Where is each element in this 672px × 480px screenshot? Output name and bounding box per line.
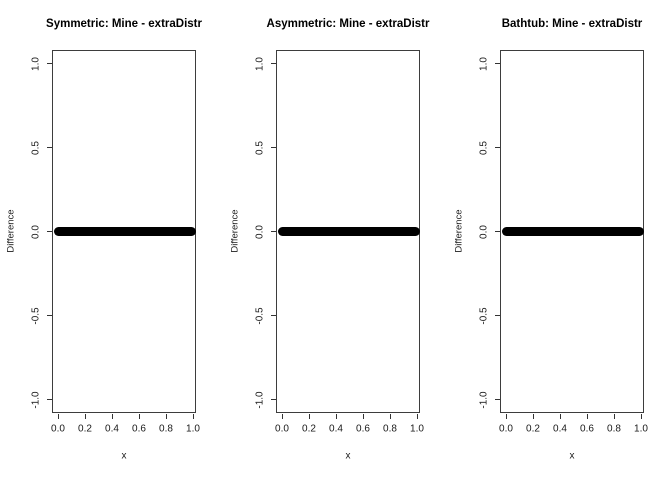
x-tick-mark: [389, 414, 391, 419]
x-tick-label: 0.6: [356, 423, 370, 435]
x-tick-mark: [335, 414, 337, 419]
panel-title: Asymmetric: Mine - extraDistr: [266, 18, 430, 30]
x-tick-mark: [281, 414, 283, 419]
y-axis-label: Difference: [5, 209, 17, 253]
panel-symmetric: Symmetric: Mine - extraDistr 1.0 0.5 0.0 -0…: [0, 0, 224, 480]
y-tick-label: 1.0: [254, 56, 266, 71]
y-tick-label: 0.5: [30, 140, 42, 155]
x-tick-mark: [57, 414, 59, 419]
y-tick-mark: [271, 315, 276, 316]
panel-title: Bathtub: Mine - extraDistr: [501, 18, 643, 30]
y-axis-label: Difference: [229, 209, 241, 253]
x-tick-label: 0.6: [132, 423, 146, 435]
x-axis-label: x: [345, 450, 351, 462]
x-tick-mark: [111, 414, 113, 419]
x-tick-label: 1.0: [186, 423, 200, 435]
y-axis-label: Difference: [453, 209, 465, 253]
y-tick-mark: [271, 399, 276, 400]
x-tick-mark: [416, 414, 418, 419]
x-tick-label: 0.4: [553, 423, 567, 435]
panel-bathtub: Bathtub: Mine - extraDistr 1.0 0.5 0.0 -0.5…: [448, 0, 672, 480]
x-axis-label: x: [569, 450, 575, 462]
y-tick-mark: [495, 315, 500, 316]
x-tick-mark: [505, 414, 507, 419]
y-tick-label: -0.5: [478, 306, 490, 325]
y-tick-label: -0.5: [254, 306, 266, 325]
x-tick-mark: [559, 414, 561, 419]
x-tick-mark: [138, 414, 140, 419]
x-tick-label: 1.0: [634, 423, 648, 435]
x-tick-mark: [586, 414, 588, 419]
x-tick-label: 0.8: [159, 423, 173, 435]
y-tick-label: -0.5: [30, 306, 42, 325]
x-tick-label: 0.8: [607, 423, 621, 435]
x-tick-label: 0.2: [78, 423, 92, 435]
x-tick-mark: [532, 414, 534, 419]
x-axis-label: x: [121, 450, 127, 462]
x-tick-label: 1.0: [410, 423, 424, 435]
y-tick-label: 0.5: [478, 140, 490, 155]
y-tick-mark: [47, 399, 52, 400]
x-tick-label: 0.0: [275, 423, 289, 435]
zero-difference-line: [54, 227, 196, 236]
y-tick-mark: [271, 231, 276, 232]
y-tick-mark: [495, 399, 500, 400]
x-tick-mark: [192, 414, 194, 419]
x-tick-mark: [308, 414, 310, 419]
y-tick-mark: [47, 315, 52, 316]
y-tick-label: -1.0: [254, 390, 266, 409]
y-tick-mark: [271, 147, 276, 148]
x-tick-mark: [165, 414, 167, 419]
y-tick-label: 0.0: [30, 224, 42, 239]
y-tick-mark: [47, 231, 52, 232]
y-tick-label: -1.0: [478, 390, 490, 409]
x-tick-label: 0.8: [383, 423, 397, 435]
x-tick-label: 0.2: [526, 423, 540, 435]
y-tick-mark: [495, 63, 500, 64]
x-tick-label: 0.0: [499, 423, 513, 435]
y-tick-mark: [495, 147, 500, 148]
y-tick-mark: [47, 63, 52, 64]
y-tick-mark: [495, 231, 500, 232]
y-tick-mark: [47, 147, 52, 148]
y-tick-label: 0.0: [254, 224, 266, 239]
panel-asymmetric: Asymmetric: Mine - extraDistr 1.0 0.5 0.0 -…: [224, 0, 448, 480]
x-tick-label: 0.4: [329, 423, 343, 435]
y-tick-label: 1.0: [30, 56, 42, 71]
x-tick-mark: [613, 414, 615, 419]
x-tick-label: 0.2: [302, 423, 316, 435]
x-tick-label: 0.6: [580, 423, 594, 435]
y-tick-label: 0.0: [478, 224, 490, 239]
x-tick-mark: [362, 414, 364, 419]
zero-difference-line: [502, 227, 644, 236]
x-tick-mark: [640, 414, 642, 419]
zero-difference-line: [278, 227, 420, 236]
y-tick-label: 0.5: [254, 140, 266, 155]
y-tick-label: -1.0: [30, 390, 42, 409]
x-tick-label: 0.0: [51, 423, 65, 435]
x-tick-label: 0.4: [105, 423, 119, 435]
x-tick-mark: [84, 414, 86, 419]
y-tick-mark: [271, 63, 276, 64]
panel-title: Symmetric: Mine - extraDistr: [46, 18, 202, 30]
y-tick-label: 1.0: [478, 56, 490, 71]
